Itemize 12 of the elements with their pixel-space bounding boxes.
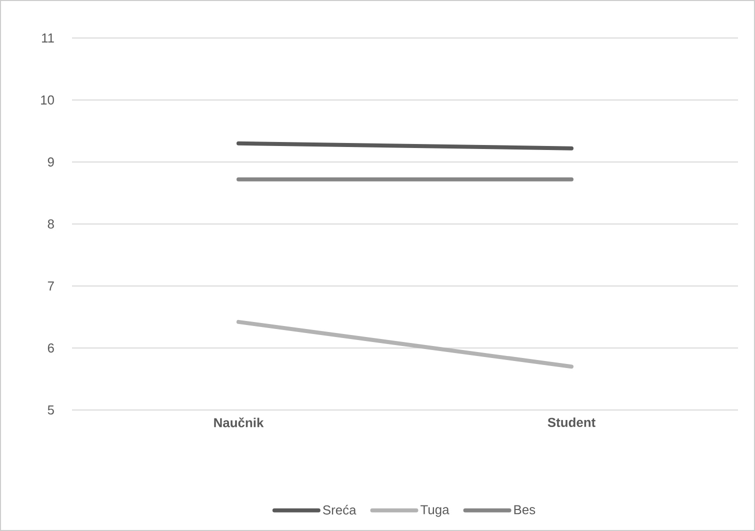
- x-tick-label: Naučnik: [214, 418, 264, 428]
- y-tick-label: 6: [48, 343, 54, 353]
- y-tick-label: 10: [41, 95, 54, 105]
- y-tick-label: 11: [42, 34, 54, 42]
- legend-label: Tuga: [420, 505, 450, 517]
- y-tick-label: 7: [48, 282, 54, 290]
- y-tick-label: 9: [48, 157, 54, 167]
- y-tick-label: 8: [48, 219, 54, 229]
- legend-label: Sreća: [323, 504, 356, 515]
- x-tick-label: Student: [548, 418, 596, 428]
- y-tick-label: 5: [48, 405, 54, 414]
- legend-label: Bes: [514, 505, 536, 514]
